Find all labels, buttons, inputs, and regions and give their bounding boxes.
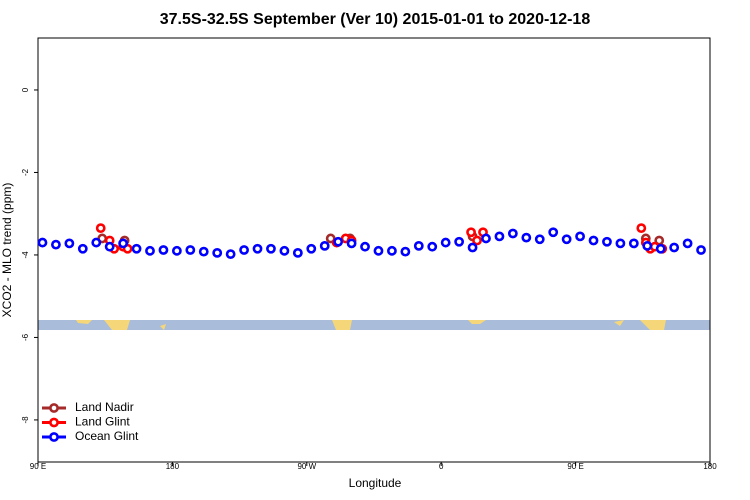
point: [306, 243, 317, 254]
point: [548, 227, 559, 238]
y-tick-label: -4: [21, 251, 30, 259]
x-axis-label: Longitude: [349, 476, 402, 490]
point: [91, 237, 102, 248]
x-tick-label: 90 E: [30, 462, 46, 471]
point: [360, 241, 370, 252]
y-tick-label: -2: [21, 168, 30, 176]
y-tick-label: -8: [21, 416, 30, 424]
point: [521, 232, 532, 243]
point: [669, 242, 680, 253]
x-tick-label: 180: [166, 462, 180, 471]
point: [118, 238, 129, 249]
point: [185, 245, 196, 255]
point: [413, 240, 424, 251]
legend-label: Ocean Glint: [75, 429, 139, 443]
series: [37, 227, 706, 260]
y-tick-label: 0: [21, 87, 30, 92]
point: [534, 234, 545, 245]
point: [466, 227, 476, 238]
point: [77, 243, 88, 254]
point: [319, 240, 330, 251]
ocean-strip: [38, 320, 710, 330]
point: [266, 243, 276, 254]
point: [588, 235, 599, 246]
point: [387, 245, 397, 256]
point: [64, 238, 75, 249]
legend-marker: [49, 432, 59, 442]
x-tick-label: 0: [439, 462, 444, 471]
legend-marker: [49, 417, 59, 428]
x-tick-label: 90 W: [297, 462, 316, 471]
chart-title: 37.5S-32.5S September (Ver 10) 2015-01-0…: [160, 11, 591, 28]
point: [212, 247, 223, 258]
point: [131, 243, 142, 254]
point: [292, 247, 303, 258]
point: [333, 236, 344, 247]
legend-marker: [49, 403, 59, 413]
point: [682, 238, 693, 249]
point: [561, 234, 572, 245]
point: [575, 231, 585, 242]
point: [628, 238, 639, 249]
point: [95, 223, 106, 234]
point: [104, 241, 115, 252]
point: [655, 243, 666, 254]
point: [145, 245, 155, 256]
point: [494, 231, 505, 242]
point: [346, 238, 357, 249]
point: [373, 245, 384, 256]
x-tick-label: 180: [703, 462, 717, 471]
point: [507, 228, 518, 239]
point: [472, 235, 482, 246]
x-tick-label: 90 E: [567, 462, 583, 471]
point: [440, 237, 451, 248]
point: [225, 249, 236, 260]
point: [454, 236, 465, 247]
legend-label: Land Glint: [75, 415, 130, 429]
point: [279, 245, 290, 256]
point: [51, 239, 61, 250]
point: [481, 233, 491, 244]
point: [37, 237, 48, 248]
point: [467, 242, 478, 253]
point: [198, 246, 209, 257]
plot-frame: [37, 37, 711, 463]
point: [427, 241, 438, 252]
land-strip: [38, 320, 710, 330]
point: [615, 238, 626, 249]
point: [602, 236, 612, 247]
legend-label: Land Nadir: [75, 400, 134, 414]
y-axis-label: XCO2 - MLO trend (ppm): [0, 183, 14, 318]
point: [158, 245, 169, 255]
point: [239, 245, 249, 255]
point: [171, 245, 182, 256]
y-tick-label: -6: [21, 333, 30, 341]
point: [636, 223, 647, 234]
point: [252, 243, 263, 254]
point: [696, 245, 706, 255]
point: [400, 246, 411, 257]
point: [642, 240, 653, 251]
